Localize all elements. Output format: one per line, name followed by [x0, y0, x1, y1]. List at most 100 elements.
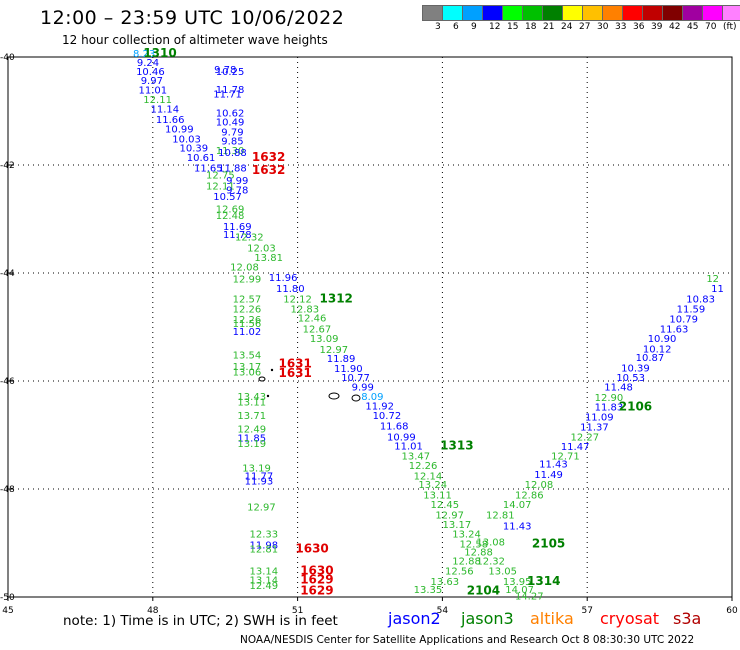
wave-height-label: 12.03 — [247, 243, 276, 254]
legend-label: 9 — [471, 22, 477, 32]
wave-height-label: 13.54 — [233, 350, 262, 361]
wave-height-label: 11.14 — [151, 105, 180, 116]
legend-swatch — [722, 5, 740, 21]
y-tick-label: -42 — [0, 161, 15, 171]
wave-height-label: 11.43 — [539, 459, 568, 470]
wave-height-label: 11.01 — [138, 86, 167, 97]
wave-height-label: 13.19 — [242, 464, 271, 475]
wave-height-label: 11.59 — [677, 304, 706, 315]
pass-time-label: 1631 — [278, 357, 311, 371]
wave-height-label: 12.08 — [525, 480, 554, 491]
wave-height-label: 14.07 — [505, 585, 534, 596]
wave-height-label: 13.11 — [237, 397, 266, 408]
pass-time-label: 2106 — [619, 400, 652, 414]
wave-height-label: 11.69 — [223, 222, 252, 233]
wave-height-label: 10.49 — [216, 118, 245, 129]
legend-label: 33 — [615, 22, 627, 32]
wave-height-label: 10.87 — [636, 353, 665, 364]
wave-height-label: 13.24 — [418, 480, 447, 491]
x-tick-label: 48 — [147, 606, 159, 616]
wave-height-label: 13.24 — [452, 530, 481, 541]
wave-height-label: 12.12 — [283, 295, 312, 306]
wave-height-label: 10.72 — [373, 411, 402, 422]
wave-height-label: 12.49 — [237, 424, 266, 435]
wave-height-label: 9.97 — [141, 76, 163, 87]
wave-height-label: 11.49 — [534, 470, 563, 481]
wave-height-label: 11.63 — [660, 324, 689, 335]
wave-height-label: 11 — [711, 284, 724, 295]
pass-time-label: 1314 — [527, 574, 560, 588]
wave-height-label: 12.14 — [414, 471, 443, 482]
island-shape — [328, 392, 340, 400]
wave-height-label: 11.85 — [237, 433, 266, 444]
wave-height-label: 12.48 — [216, 211, 245, 222]
y-tick-label: -50 — [0, 593, 15, 603]
pass-time-label: 1629 — [300, 573, 333, 587]
wave-height-label: 10.77 — [341, 373, 370, 384]
wave-height-label: 12.88 — [464, 547, 493, 558]
wave-height-label: 10.99 — [387, 432, 416, 443]
wave-height-label: 12.97 — [435, 511, 464, 522]
wave-height-label: 11.98 — [249, 540, 278, 551]
y-tick-label: -44 — [0, 269, 15, 279]
wave-height-label: 12.67 — [303, 324, 332, 335]
satellite-label-altika: altika — [530, 609, 574, 628]
pass-time-label: 1629 — [300, 583, 333, 597]
wave-height-label: 12 — [706, 274, 719, 285]
page-subtitle: 12 hour collection of altimeter wave hei… — [62, 33, 328, 47]
wave-height-label: 10.57 — [213, 192, 242, 203]
wave-height-label: 10.25 — [216, 67, 245, 78]
legend-label: 21 — [543, 22, 555, 32]
wave-height-label: 13.81 — [254, 253, 283, 264]
wave-height-label: 11.56 — [233, 319, 262, 330]
wave-height-label: 13.09 — [310, 334, 339, 345]
wave-height-label: 11.02 — [233, 327, 262, 338]
wave-height-label: 10.79 — [669, 315, 698, 326]
wave-height-label: 11.66 — [156, 115, 185, 126]
y-tick-label: -46 — [0, 377, 15, 387]
legend-label: 15 — [507, 22, 519, 32]
x-tick-label: 45 — [2, 606, 13, 616]
wave-height-label: 12.46 — [298, 314, 327, 325]
wave-height-label: 12.81 — [486, 511, 515, 522]
wave-height-label: 10.90 — [648, 334, 677, 345]
wave-height-label: 13.17 — [233, 362, 262, 373]
wave-height-label: 12.32 — [235, 233, 264, 244]
wave-height-label: 12.26 — [233, 304, 262, 315]
legend-label: 42 — [669, 22, 681, 32]
wave-height-label: 10.39 — [180, 144, 209, 155]
wave-height-label: 14.27 — [515, 592, 544, 603]
wave-height-label: 10.03 — [172, 134, 201, 145]
wave-height-label: 13.14 — [249, 576, 278, 587]
legend-label: (ft) — [723, 22, 737, 32]
wave-height-label: 12.99 — [233, 275, 262, 286]
wave-height-label: 11.92 — [365, 402, 394, 413]
wave-height-label: 9.78 — [226, 186, 248, 197]
pass-time-label: 1632 — [252, 163, 285, 177]
wave-height-label: 13.17 — [443, 520, 472, 531]
wave-height-label: 12.75 — [206, 171, 235, 182]
wave-height-label: 9.78 — [214, 65, 236, 76]
wave-height-label: 11.96 — [269, 273, 298, 284]
wave-height-label: 10.53 — [616, 373, 645, 384]
wave-height-label: 12.11 — [206, 181, 235, 192]
wave-height-label: 9.99 — [226, 176, 248, 187]
wave-height-label: 10.62 — [216, 108, 245, 119]
x-tick-label: 60 — [726, 606, 738, 616]
wave-height-label: 11.78 — [216, 85, 245, 96]
legend-label: 36 — [633, 22, 645, 32]
wave-height-label: 11.90 — [334, 364, 363, 375]
wave-height-label: 12.26 — [409, 461, 438, 472]
wave-height-label: 11.83 — [595, 403, 624, 414]
wave-height-label: 13.35 — [414, 585, 443, 596]
color-scale-legend — [422, 5, 740, 21]
wave-height-label: 12.26 — [233, 315, 262, 326]
wave-height-label: 12.58 — [459, 539, 488, 550]
pass-time-label: 1630 — [300, 563, 333, 577]
wave-height-label: 10.12 — [643, 344, 672, 355]
wave-height-label: 11.78 — [223, 230, 252, 241]
pass-time-label: 1631 — [278, 366, 311, 380]
wave-height-label: 8.09 — [361, 392, 383, 403]
x-tick-label: 54 — [437, 606, 449, 616]
wave-height-label: 13.08 — [476, 538, 505, 549]
